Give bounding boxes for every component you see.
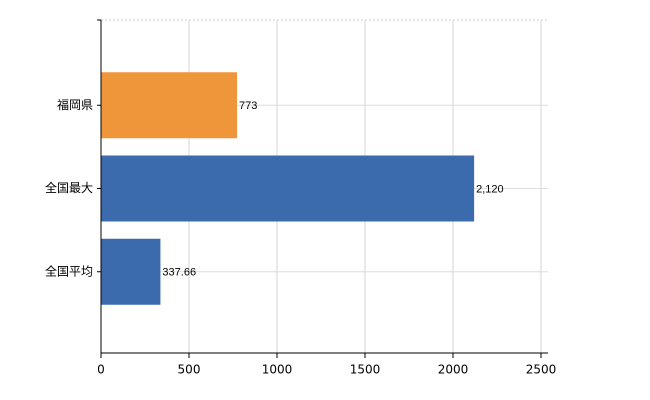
x-tick-label: 1500	[350, 363, 381, 377]
value-label: 337.66	[162, 267, 196, 279]
bar	[101, 238, 161, 305]
y-tick-label: 全国最大	[45, 180, 93, 195]
bar	[101, 155, 475, 222]
x-tick-label: 0	[97, 363, 105, 377]
y-tick-label: 全国平均	[45, 263, 93, 278]
y-tick-label: 福岡県	[57, 97, 93, 112]
bar	[101, 72, 238, 139]
x-tick-label: 2000	[438, 363, 469, 377]
x-tick-label: 500	[178, 363, 201, 377]
x-tick-label: 1000	[262, 363, 293, 377]
x-tick-label: 2500	[526, 363, 557, 377]
value-label: 773	[239, 100, 257, 112]
value-label: 2,120	[476, 183, 504, 195]
